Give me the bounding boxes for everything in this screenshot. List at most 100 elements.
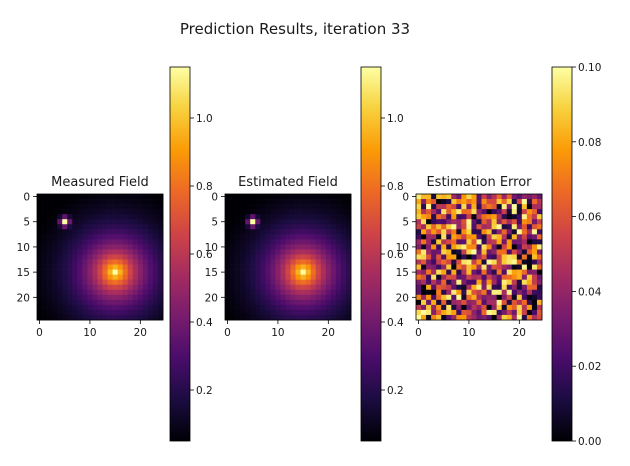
heatmap-cell — [315, 224, 322, 230]
heatmap-cell — [531, 279, 538, 286]
heatmap-cell — [461, 194, 467, 200]
heatmap-cell — [310, 289, 317, 296]
heatmap-cell — [107, 214, 113, 220]
heatmap-cell — [305, 269, 312, 275]
heatmap-cell — [330, 234, 337, 240]
heatmap-cell — [97, 309, 103, 316]
heatmap-cell — [506, 199, 513, 205]
heatmap-cell — [461, 239, 467, 245]
heatmap-cell — [315, 219, 322, 225]
heatmap-cell — [132, 309, 139, 316]
heatmap-cell — [82, 209, 88, 215]
heatmap-cell — [225, 314, 231, 321]
heatmap-cell — [270, 249, 276, 255]
heatmap-cell — [72, 314, 78, 321]
heatmap-cell — [152, 289, 159, 296]
heatmap-cell — [37, 224, 43, 230]
heatmap-cell — [446, 234, 452, 240]
heatmap-cell — [431, 294, 437, 301]
heatmap-cell — [536, 299, 543, 306]
heatmap-cell — [240, 244, 246, 250]
heatmap-cell — [436, 199, 442, 205]
heatmap-cell — [491, 229, 497, 235]
heatmap-cell — [536, 314, 543, 321]
heatmap-cell — [87, 229, 93, 235]
heatmap-cell — [526, 314, 533, 321]
heatmap-cell — [451, 229, 457, 235]
heatmap-cell — [345, 239, 352, 245]
heatmap-cell — [285, 294, 291, 301]
heatmap-cell — [471, 249, 477, 255]
heatmap-cell — [441, 259, 447, 265]
heatmap-cell — [102, 219, 108, 225]
heatmap-cell — [265, 219, 271, 225]
heatmap-cell — [280, 294, 286, 301]
heatmap-cell — [37, 229, 43, 235]
heatmap-cell — [345, 194, 352, 200]
heatmap-cell — [426, 234, 432, 240]
heatmap-cell — [496, 214, 503, 220]
heatmap-cell — [122, 274, 129, 281]
heatmap-cell — [511, 309, 518, 316]
heatmap-cell — [315, 294, 322, 301]
heatmap-cell — [147, 309, 154, 316]
heatmap-cell — [87, 274, 93, 281]
heatmap-cell — [441, 314, 447, 321]
heatmap-cell — [47, 289, 53, 296]
heatmap-cell — [47, 194, 53, 200]
heatmap-cell — [491, 209, 497, 215]
heatmap-cell — [486, 309, 492, 316]
heatmap-cell — [147, 219, 154, 225]
heatmap-cell — [531, 209, 538, 215]
heatmap-cell — [67, 284, 73, 291]
heatmap-cell — [506, 209, 513, 215]
heatmap-cell — [265, 244, 271, 250]
heatmap-cell — [320, 244, 327, 250]
heatmap-cell — [521, 284, 528, 291]
heatmap-cell — [107, 274, 113, 281]
heatmap-cell — [132, 219, 139, 225]
heatmap-cell — [526, 264, 533, 270]
heatmap-cell — [92, 254, 98, 260]
heatmap-cell — [471, 304, 477, 311]
heatmap-cell — [275, 299, 281, 306]
heatmap-cell — [250, 244, 256, 250]
heatmap-cell — [421, 204, 427, 210]
heatmap-cell — [67, 269, 73, 275]
heatmap-cell — [305, 299, 312, 306]
heatmap-cell — [501, 244, 508, 250]
heatmap-cell — [280, 254, 286, 260]
heatmap-cell — [471, 289, 477, 296]
heatmap-cell — [516, 234, 523, 240]
heatmap-cell — [466, 279, 472, 286]
heatmap-cell — [446, 299, 452, 306]
heatmap-cell — [62, 259, 68, 265]
heatmap-cell — [511, 264, 518, 270]
colorbar — [552, 67, 572, 441]
heatmap-cell — [486, 264, 492, 270]
heatmap-cell — [87, 234, 93, 240]
heatmap-cell — [82, 289, 88, 296]
heatmap-cell — [112, 294, 118, 301]
heatmap-cell — [416, 209, 422, 215]
heatmap-cell — [265, 299, 271, 306]
heatmap-cell — [315, 199, 322, 205]
heatmap-cell — [122, 304, 129, 311]
heatmap-cell — [526, 249, 533, 255]
heatmap-cell — [225, 194, 231, 200]
heatmap-cell — [506, 244, 513, 250]
heatmap-cell — [330, 264, 337, 270]
heatmap-cell — [255, 204, 261, 210]
heatmap-cell — [122, 289, 129, 296]
heatmap-cell — [501, 204, 508, 210]
heatmap-cell — [42, 259, 48, 265]
heatmap-cell — [280, 209, 286, 215]
heatmap-cell — [147, 289, 154, 296]
heatmap-cell — [37, 279, 43, 286]
heatmap-cell — [536, 234, 543, 240]
heatmap-cell — [235, 224, 241, 230]
heatmap-cell — [526, 204, 533, 210]
colorbar — [170, 67, 190, 441]
heatmap-cell — [127, 259, 134, 265]
heatmap-cell — [250, 264, 256, 270]
